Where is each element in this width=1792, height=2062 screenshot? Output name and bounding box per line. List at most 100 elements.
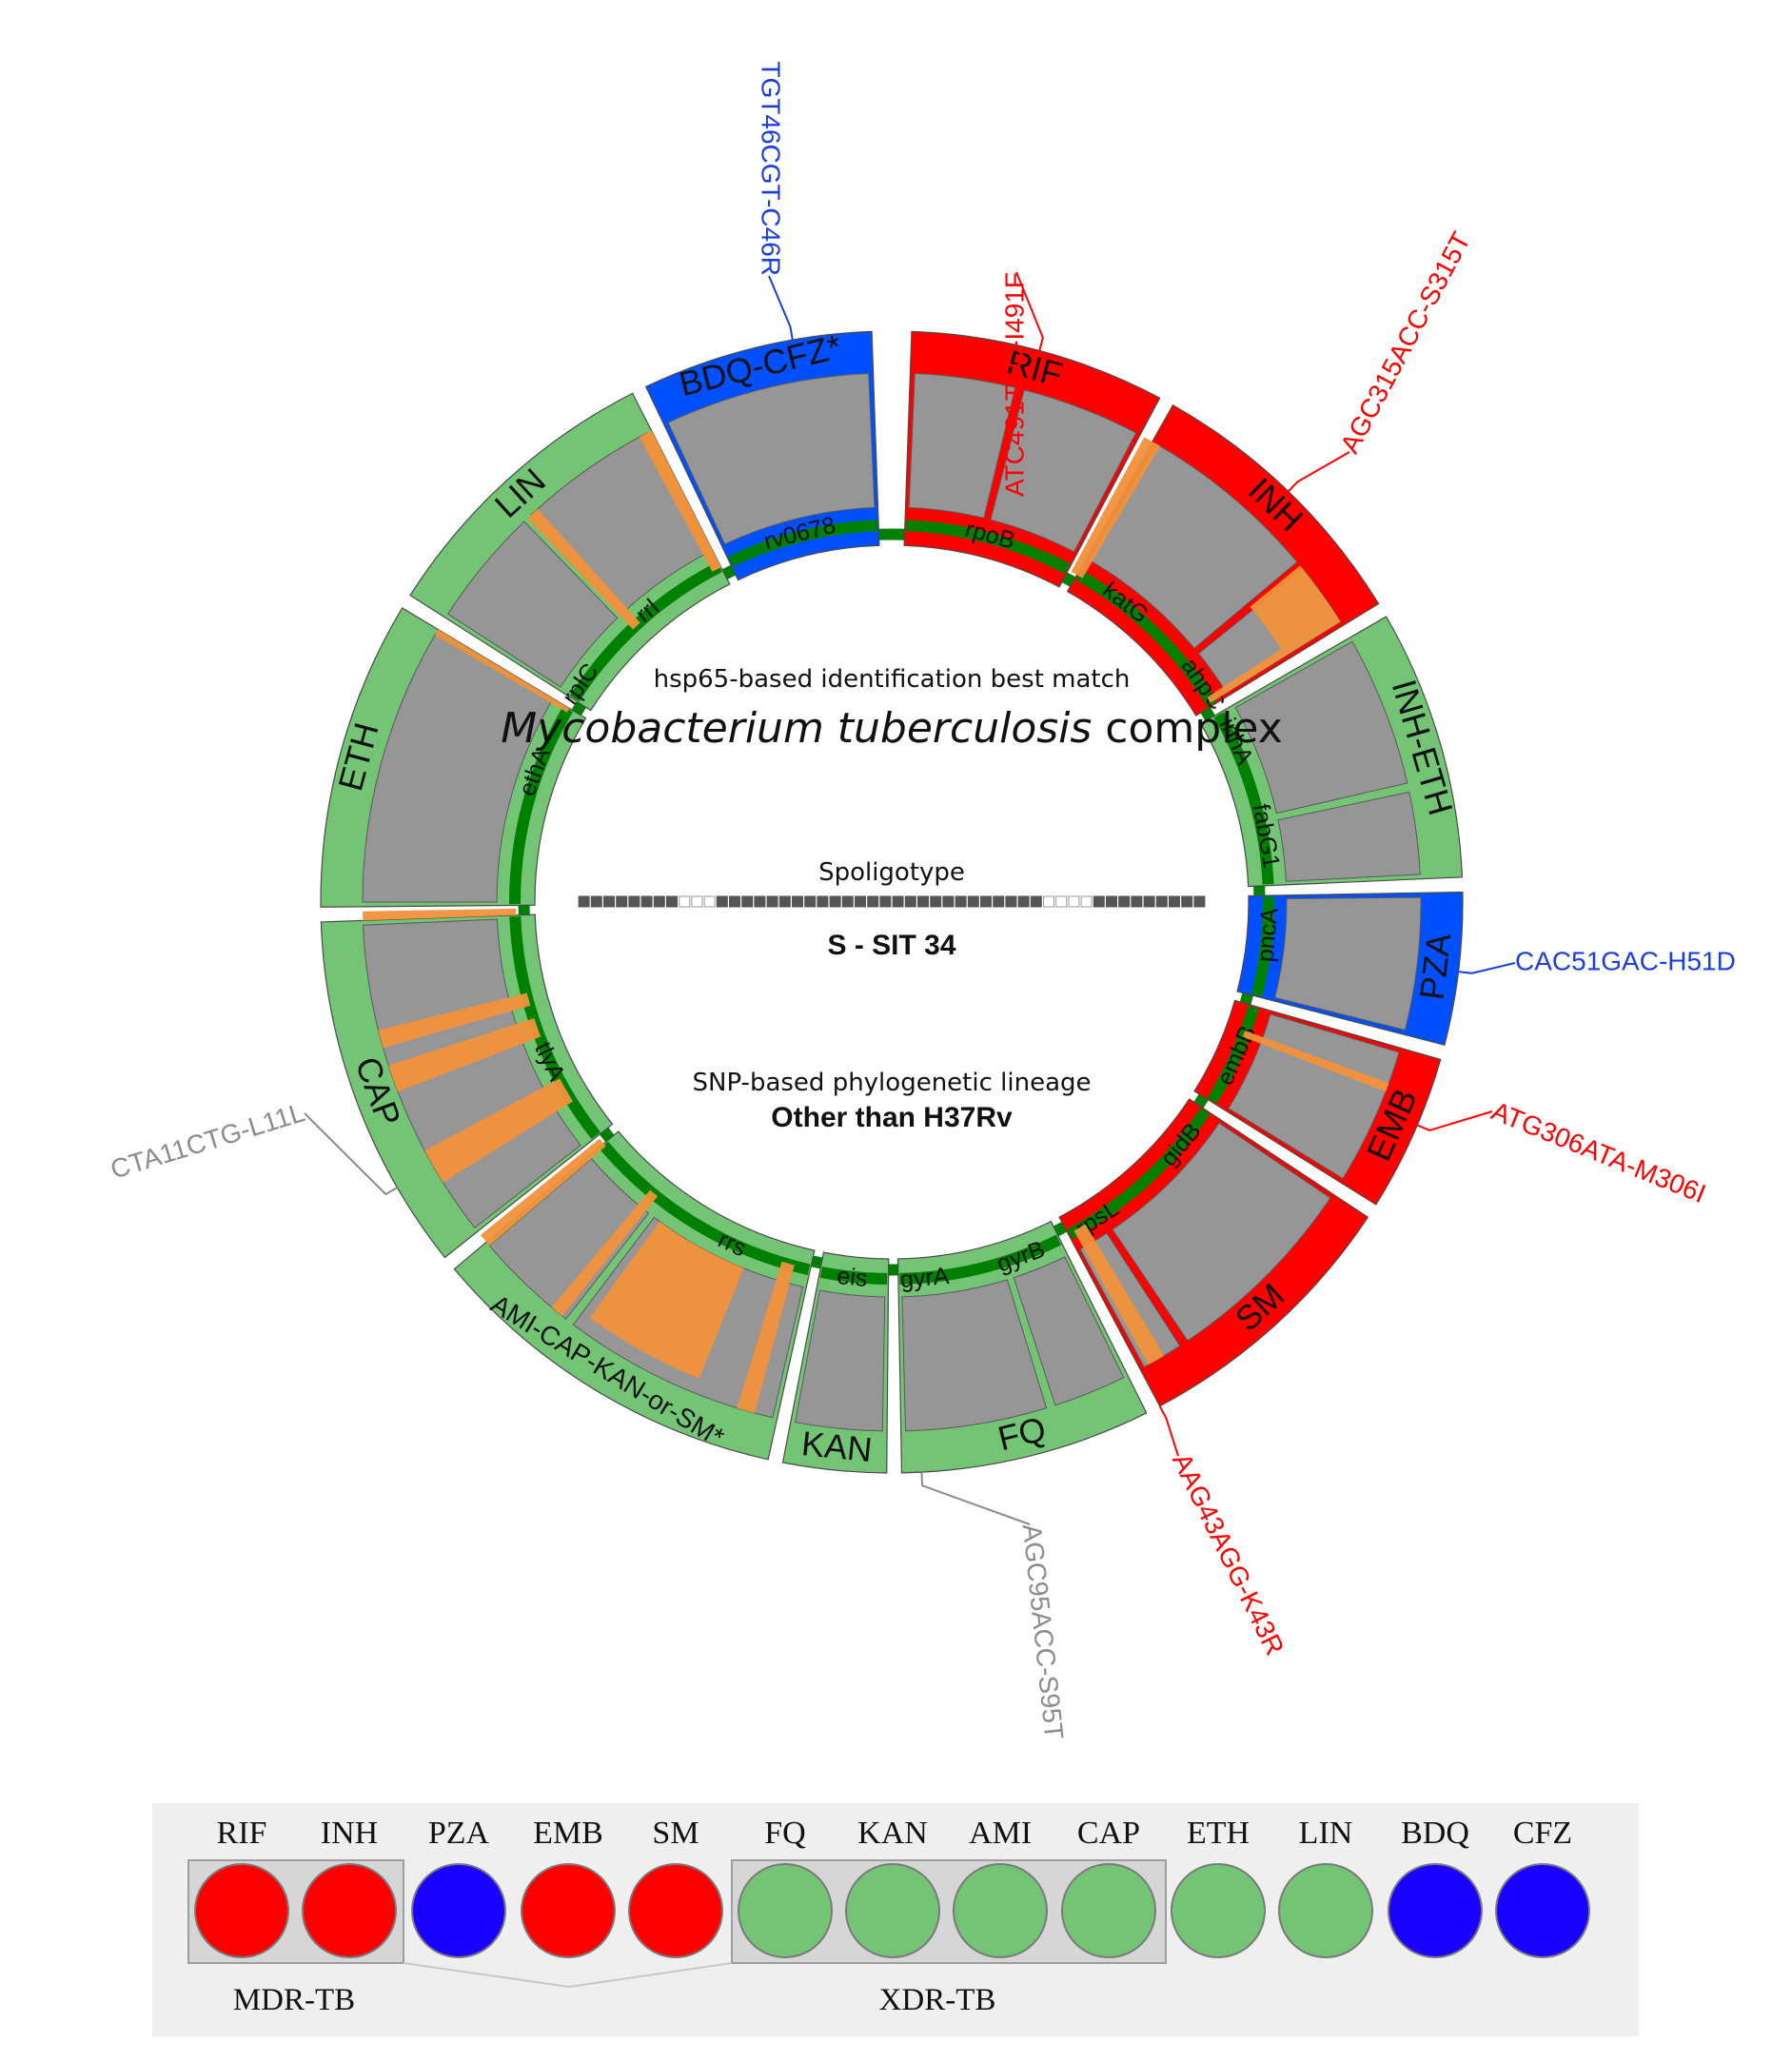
mutation-leader <box>1288 451 1350 493</box>
low-coverage-patch <box>1071 437 1161 579</box>
legend-status-dot <box>738 1863 833 1958</box>
spacer-present <box>841 895 854 908</box>
spacer-present <box>980 895 992 908</box>
legend-item-cap: CAP <box>1061 1816 1156 1958</box>
spacer-present <box>590 895 602 908</box>
mutation-leader <box>920 1472 1031 1525</box>
species-name: Mycobacterium tuberculosis complex <box>501 704 1283 753</box>
low-coverage-patch <box>424 1078 574 1183</box>
gene-track <box>905 520 1071 575</box>
legend-drug-name: AMI <box>969 1816 1032 1851</box>
spacer-present <box>653 895 665 908</box>
spacer-present <box>1181 895 1193 908</box>
legend-item-emb: EMB <box>521 1816 616 1958</box>
legend-status-dot <box>411 1863 506 1958</box>
low-coverage-patch <box>1073 1224 1165 1365</box>
coverage-block-fabg1 <box>1277 791 1421 882</box>
spoligotype-result: S - SIT 34 <box>827 930 955 961</box>
drug-segment-cap: CAP tlyA <box>320 913 614 1259</box>
drug-segment-kan: KAN eis <box>781 1251 890 1474</box>
gene-track <box>509 915 601 1140</box>
spacer-present <box>754 895 766 908</box>
legend-item-inh: INH <box>302 1816 397 1958</box>
spacer-present <box>942 895 955 908</box>
legend-drug-name: INH <box>321 1816 378 1851</box>
coverage-block-inha <box>1234 640 1408 815</box>
spacer-present <box>1106 895 1117 908</box>
species-suffix: complex <box>1092 704 1282 753</box>
legend-item-fq: FQ <box>738 1816 833 1958</box>
legend-drug-name: FQ <box>764 1816 805 1851</box>
spacer-present <box>867 895 879 908</box>
gene-label-pnca: pncA <box>1252 907 1284 964</box>
mutation-leader <box>1416 1110 1493 1131</box>
gene-track <box>899 1234 1062 1285</box>
spacer-present <box>879 895 892 908</box>
mdr-label: MDR-TB <box>233 1983 355 2017</box>
gene-track <box>599 1141 811 1276</box>
spacer-present <box>904 895 916 908</box>
legend-item-pza: PZA <box>411 1816 506 1958</box>
spoligotype-title: Spoligotype <box>818 858 965 887</box>
drug-segment-pza: PZA pncA <box>1236 891 1464 1046</box>
legend-item-cfz: CFZ <box>1495 1816 1590 1958</box>
identification-title: hsp65-based identification best match <box>654 665 1131 694</box>
legend-drug-name: ETH <box>1187 1816 1250 1851</box>
gene-track <box>569 561 722 702</box>
coverage-block-gyra <box>1013 1256 1125 1406</box>
legend-item-bdq: BDQ <box>1388 1816 1483 1958</box>
spacer-present <box>792 895 803 908</box>
spacer-present <box>804 895 817 908</box>
low-coverage-patch <box>589 1221 744 1379</box>
spacer-present <box>1093 895 1105 908</box>
spacer-present <box>930 895 942 908</box>
legend-drug-name: CFZ <box>1513 1816 1572 1851</box>
coverage-block-rv0678 <box>667 373 876 545</box>
spacer-present <box>967 895 979 908</box>
mutation-label: TGT46CGT-C46R <box>757 61 786 276</box>
legend-drug-name: RIF <box>217 1816 267 1851</box>
coverage-block-gene <box>990 389 1137 553</box>
low-coverage-patch <box>527 508 640 630</box>
mutation-label: CAC51GAC-H51D <box>1515 946 1736 975</box>
spacer-present <box>993 895 1005 908</box>
low-coverage-patch <box>378 992 531 1049</box>
legend-status-dot <box>628 1863 723 1958</box>
legend-items: RIF INH PZA EMB SM FQ KAN AMI CAP ETH LIN BDQ CFZ <box>194 1816 1590 1958</box>
legend-drug-name: LIN <box>1299 1816 1353 1851</box>
legend-drug-name: KAN <box>857 1816 928 1851</box>
spacer-present <box>1193 895 1206 908</box>
spacer-present <box>716 895 728 908</box>
spacer-absent <box>1043 895 1054 908</box>
group-connector <box>403 1962 733 1989</box>
gene-track <box>728 520 878 567</box>
legend-drug-name: CAP <box>1077 1816 1140 1851</box>
spacer-present <box>766 895 778 908</box>
low-coverage-patch <box>1207 614 1341 703</box>
coverage-block-gidb <box>1112 1122 1331 1342</box>
mutation-label: ATC491TTC-I491F <box>999 272 1029 497</box>
spacer-present <box>640 895 653 908</box>
legend-status-dot <box>1388 1863 1483 1958</box>
spacer-absent <box>691 895 703 908</box>
spoligotype-pattern <box>578 895 1206 908</box>
low-coverage-patch <box>1250 565 1336 650</box>
legend-status-dot <box>521 1863 616 1958</box>
spacer-absent <box>1068 895 1080 908</box>
spacer-present <box>955 895 967 908</box>
mutation-leader <box>1015 271 1044 351</box>
gene-track <box>1075 569 1218 708</box>
gene-label-gyra: gyrA <box>899 1263 951 1293</box>
spacer-present <box>829 895 841 908</box>
low-coverage-patch <box>480 1138 606 1247</box>
coverage-block-gyrb <box>901 1279 1048 1432</box>
gene-label-eis: eis <box>836 1263 869 1292</box>
legend-drug-name: PZA <box>428 1816 490 1851</box>
legend-item-ami: AMI <box>953 1816 1048 1958</box>
low-coverage-patch <box>388 1018 542 1092</box>
